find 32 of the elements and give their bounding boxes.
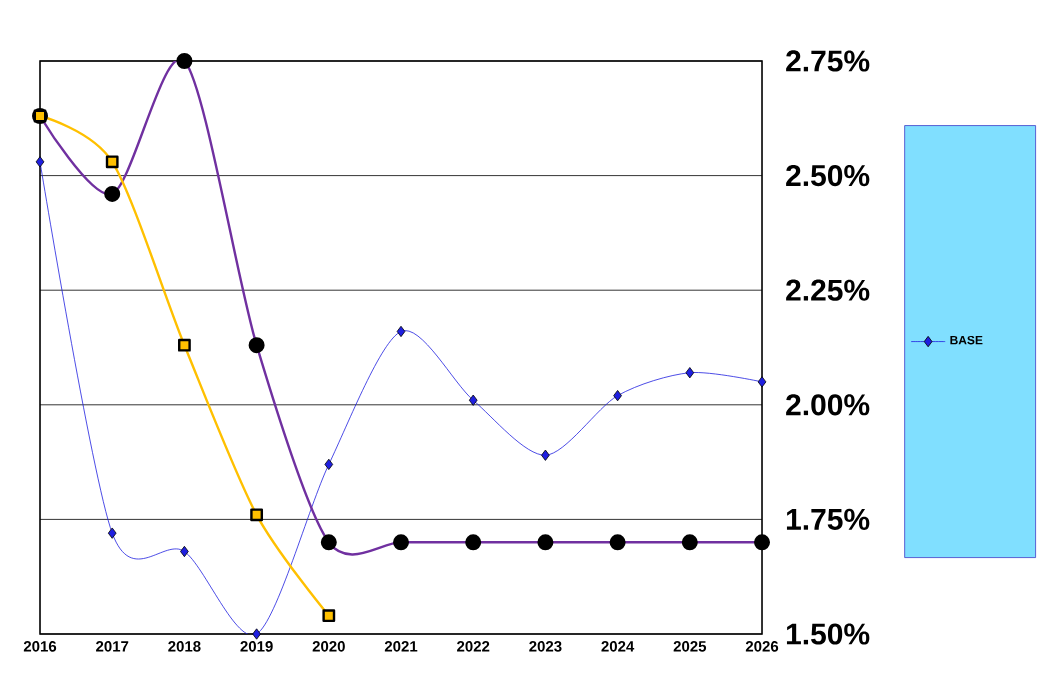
point — [105, 155, 119, 169]
point — [324, 458, 334, 470]
y-tick-label: 2.25% — [786, 279, 870, 301]
x-tick-label: 2024 — [601, 641, 635, 652]
legend-label: BASE — [950, 335, 983, 345]
point — [757, 376, 767, 388]
point — [396, 325, 406, 338]
point — [107, 527, 117, 539]
x-tick-label: 2019 — [240, 641, 273, 652]
x-tick-label: 2026 — [745, 641, 779, 652]
point — [322, 609, 336, 623]
y-tick-label: 2.50% — [786, 164, 870, 187]
point — [613, 390, 622, 402]
y-tick-label: 2.75% — [786, 50, 870, 72]
x-tick-label: 2018 — [168, 641, 201, 652]
y-tick-label: 1.75% — [786, 508, 870, 530]
y-tick-label: 2.00% — [786, 394, 870, 416]
x-tick-label: 2023 — [529, 641, 562, 652]
point — [541, 449, 550, 461]
point — [250, 508, 264, 522]
point — [35, 156, 45, 168]
y-tick-label: 1.50% — [786, 623, 870, 645]
point — [685, 367, 695, 379]
x-tick-label: 2017 — [96, 641, 129, 652]
x-tick-label: 2020 — [312, 641, 345, 652]
point — [252, 628, 261, 640]
point — [468, 394, 478, 406]
point — [178, 338, 191, 352]
x-tick-label: 2022 — [457, 641, 490, 652]
x-tick-label: 2016 — [23, 641, 57, 652]
x-tick-label: 2021 — [384, 641, 418, 652]
x-tick-label: 2025 — [673, 641, 707, 652]
